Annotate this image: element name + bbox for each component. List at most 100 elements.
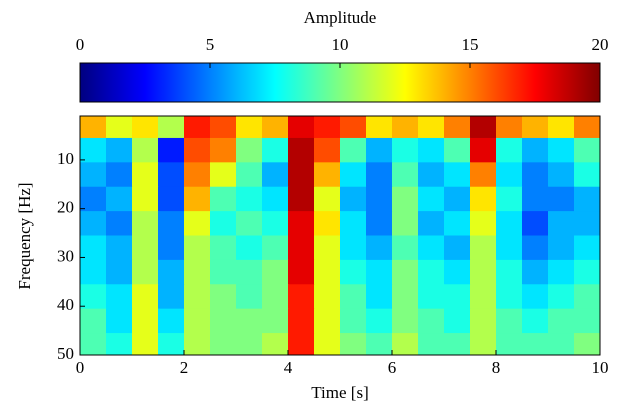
heatmap-cell xyxy=(184,162,211,188)
heatmap-cell xyxy=(470,333,497,355)
heatmap-cell xyxy=(548,211,575,236)
heatmap-cell xyxy=(184,235,211,261)
heatmap-cell xyxy=(444,162,471,188)
heatmap-cell xyxy=(444,116,471,139)
heatmap-cell xyxy=(574,162,600,188)
heatmap-cell xyxy=(288,211,315,236)
heatmap-cell xyxy=(262,235,289,261)
heatmap-cell xyxy=(184,211,211,236)
heatmap-cell xyxy=(132,116,159,139)
colorbar-tick-label: 5 xyxy=(206,35,215,54)
heatmap-cell xyxy=(522,235,549,261)
heatmap-cell xyxy=(340,235,367,261)
heatmap-cell xyxy=(548,235,575,261)
heatmap-cell xyxy=(210,116,237,139)
heatmap-cell xyxy=(210,284,237,310)
heatmap-cell xyxy=(106,308,133,334)
heatmap-cell xyxy=(470,116,497,139)
heatmap-cell xyxy=(210,211,237,236)
heatmap-cell xyxy=(418,186,445,212)
heatmap-cell xyxy=(262,162,289,188)
heatmap-cell xyxy=(314,235,341,261)
heatmap-cell xyxy=(106,186,133,212)
heatmap-cell xyxy=(574,235,600,261)
colorbar-tick-label: 15 xyxy=(462,35,479,54)
heatmap-cell xyxy=(444,211,471,236)
heatmap-cell xyxy=(106,333,133,355)
heatmap-cell xyxy=(314,137,341,163)
heatmap-cell xyxy=(548,162,575,188)
heatmap-cell xyxy=(158,162,185,188)
heatmap-cell xyxy=(392,308,419,334)
heatmap-cell xyxy=(262,259,289,285)
heatmap-cell xyxy=(496,284,523,310)
heatmap-cell xyxy=(106,211,133,236)
heatmap-cell xyxy=(548,137,575,163)
heatmap-cell xyxy=(80,116,107,139)
heatmap-cell xyxy=(184,137,211,163)
heatmap-cell xyxy=(132,186,159,212)
y-tick-label: 10 xyxy=(57,149,74,168)
heatmap-cell xyxy=(80,162,107,188)
heatmap-cell xyxy=(132,284,159,310)
heatmap-cell xyxy=(288,308,315,334)
heatmap-cell xyxy=(522,308,549,334)
y-tick-label: 30 xyxy=(57,246,74,265)
heatmap-cell xyxy=(496,333,523,355)
heatmap-cell xyxy=(288,186,315,212)
heatmap-cell xyxy=(314,116,341,139)
heatmap-cell xyxy=(210,137,237,163)
colorbar-tick-label: 20 xyxy=(592,35,609,54)
heatmap-cell xyxy=(574,284,600,310)
heatmap-cell xyxy=(262,116,289,139)
heatmap-cell xyxy=(288,116,315,139)
heatmap-cell xyxy=(496,116,523,139)
heatmap-cell xyxy=(444,333,471,355)
y-tick-label: 40 xyxy=(57,295,74,314)
heatmap-cell xyxy=(158,211,185,236)
heatmap-cell xyxy=(158,333,185,355)
heatmap-cell xyxy=(340,116,367,139)
heatmap-cell xyxy=(262,186,289,212)
heatmap-cell xyxy=(158,137,185,163)
heatmap-cell xyxy=(106,116,133,139)
colorbar-tick-label: 0 xyxy=(76,35,85,54)
x-tick-label: 2 xyxy=(180,358,189,377)
heatmap-cell xyxy=(132,162,159,188)
heatmap-cell xyxy=(392,211,419,236)
heatmap-cell xyxy=(262,137,289,163)
heatmap-cell xyxy=(470,186,497,212)
heatmap-cell xyxy=(314,186,341,212)
heatmap-cell xyxy=(496,235,523,261)
heatmap-cell xyxy=(106,235,133,261)
colorbar xyxy=(79,62,601,103)
heatmap-cell xyxy=(158,235,185,261)
heatmap-cell xyxy=(574,116,600,139)
heatmap-cell xyxy=(340,308,367,334)
heatmap-cell xyxy=(522,162,549,188)
heatmap-cell xyxy=(106,137,133,163)
heatmap-cell xyxy=(132,308,159,334)
heatmap-cell xyxy=(418,235,445,261)
heatmap-cell xyxy=(314,162,341,188)
heatmap-cell xyxy=(340,186,367,212)
plot-frame xyxy=(79,115,601,356)
heatmap xyxy=(80,116,600,355)
heatmap-cell xyxy=(80,333,107,355)
heatmap-cell xyxy=(132,235,159,261)
heatmap-cell xyxy=(184,333,211,355)
heatmap-cell xyxy=(418,137,445,163)
heatmap-cell xyxy=(418,333,445,355)
heatmap-cell xyxy=(210,162,237,188)
heatmap-cell xyxy=(262,211,289,236)
heatmap-cell xyxy=(314,284,341,310)
heatmap-cell xyxy=(418,284,445,310)
heatmap-cell xyxy=(496,308,523,334)
heatmap-cell xyxy=(210,333,237,355)
heatmap-cell xyxy=(522,186,549,212)
heatmap-cell xyxy=(80,211,107,236)
heatmap-cell xyxy=(522,284,549,310)
heatmap-cell xyxy=(366,116,393,139)
heatmap-cell xyxy=(470,162,497,188)
